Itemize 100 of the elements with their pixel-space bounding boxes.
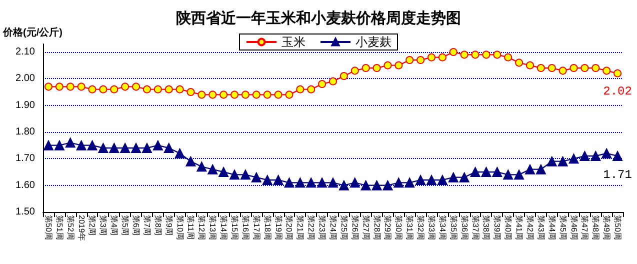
x-tick-label: 第7周	[142, 215, 152, 236]
point	[524, 164, 535, 174]
point	[54, 140, 64, 150]
point	[340, 72, 348, 80]
point	[382, 180, 393, 190]
x-tick-label: 第48周	[591, 215, 600, 240]
x-tick-label: 第10周	[175, 215, 184, 240]
x-tick-label: 第27周	[361, 215, 370, 240]
y-axis-title: 价格(元/公斤)	[2, 26, 62, 38]
x-tick-label: 第13周	[208, 215, 218, 240]
point	[55, 82, 64, 91]
point	[296, 85, 304, 94]
point	[448, 172, 458, 182]
point	[602, 66, 611, 75]
point	[372, 64, 381, 72]
point	[437, 175, 448, 185]
x-tick-label: 第11周	[186, 215, 196, 240]
point	[459, 172, 470, 182]
y-tick-label: 1.80	[16, 126, 36, 138]
point	[406, 56, 414, 64]
point	[98, 143, 108, 153]
x-tick-label: 第47周	[580, 215, 590, 240]
x-tick-label: 第51周	[54, 215, 64, 240]
point	[329, 77, 337, 86]
x-tick-label: 第41周	[514, 215, 524, 240]
x-tick-label: 第19周	[274, 215, 283, 240]
x-tick-label: 第22周	[306, 215, 316, 240]
point	[208, 164, 218, 174]
point	[614, 69, 622, 78]
point	[252, 90, 260, 99]
point	[514, 170, 524, 180]
x-tick-label: 第25周	[339, 215, 348, 240]
point	[504, 53, 512, 62]
x-tick-label: 第49周	[602, 215, 612, 240]
y-tick-label: 1.60	[16, 180, 36, 191]
point	[263, 90, 272, 99]
point	[438, 53, 446, 62]
point	[186, 88, 195, 96]
point	[77, 82, 86, 91]
point	[262, 175, 272, 185]
point	[218, 167, 229, 177]
point	[220, 90, 228, 99]
point	[44, 82, 52, 91]
point	[536, 164, 546, 174]
y-tick-label: 1.70	[16, 153, 36, 164]
point	[426, 175, 436, 185]
point	[568, 154, 579, 164]
x-tick-label: 第42周	[525, 215, 534, 240]
point	[482, 50, 490, 59]
x-tick-label: 第3周	[98, 215, 108, 236]
x-tick-label: 第17周	[252, 215, 261, 240]
point	[307, 85, 316, 94]
point	[198, 90, 206, 99]
point	[76, 140, 86, 150]
point	[481, 167, 492, 177]
point	[131, 143, 142, 153]
point	[362, 64, 370, 72]
x-tick-label: 第44周	[547, 215, 556, 240]
y-tick-label: 1.90	[16, 100, 36, 111]
x-tick-label: 第35周	[448, 215, 458, 240]
x-tick-label: 第18周	[262, 215, 272, 240]
point	[317, 178, 328, 188]
point	[285, 90, 294, 99]
x-tick-label: 第12周	[197, 215, 206, 240]
point	[360, 180, 371, 190]
x-tick-label: 第29周	[383, 215, 392, 240]
x-tick-label: 第34周	[438, 215, 447, 240]
point	[230, 170, 240, 180]
y-tick-label: 2.10	[16, 46, 36, 58]
point	[350, 66, 359, 75]
point	[241, 90, 250, 99]
point	[460, 50, 468, 59]
point	[372, 180, 382, 190]
x-tick-label: 第6周	[132, 215, 141, 236]
point	[251, 172, 262, 182]
x-tick-label: 第50周	[44, 215, 53, 240]
point	[152, 140, 163, 150]
point	[394, 61, 403, 70]
x-tick-label: 第50周	[613, 215, 622, 240]
x-tick-label: 第31周	[405, 215, 414, 240]
point	[230, 90, 239, 99]
x-tick-label: 2019年	[76, 215, 86, 241]
point	[295, 178, 306, 188]
x-tick-label: 第14周	[219, 215, 228, 240]
point	[154, 85, 162, 94]
point	[470, 167, 480, 177]
x-tick-label: 第37周	[470, 215, 480, 240]
point	[558, 156, 568, 166]
point	[515, 58, 524, 67]
point	[176, 85, 184, 94]
x-tick-label: 第16周	[240, 215, 250, 240]
x-tick-label: 第36周	[460, 215, 469, 240]
point	[174, 148, 185, 158]
x-tick-label: 第52周	[66, 215, 75, 240]
point	[493, 50, 502, 59]
point	[590, 151, 601, 161]
point	[142, 143, 152, 153]
point	[428, 53, 436, 62]
x-tick-label: 第20周	[284, 215, 294, 240]
x-tick-label: 第28周	[372, 215, 382, 240]
